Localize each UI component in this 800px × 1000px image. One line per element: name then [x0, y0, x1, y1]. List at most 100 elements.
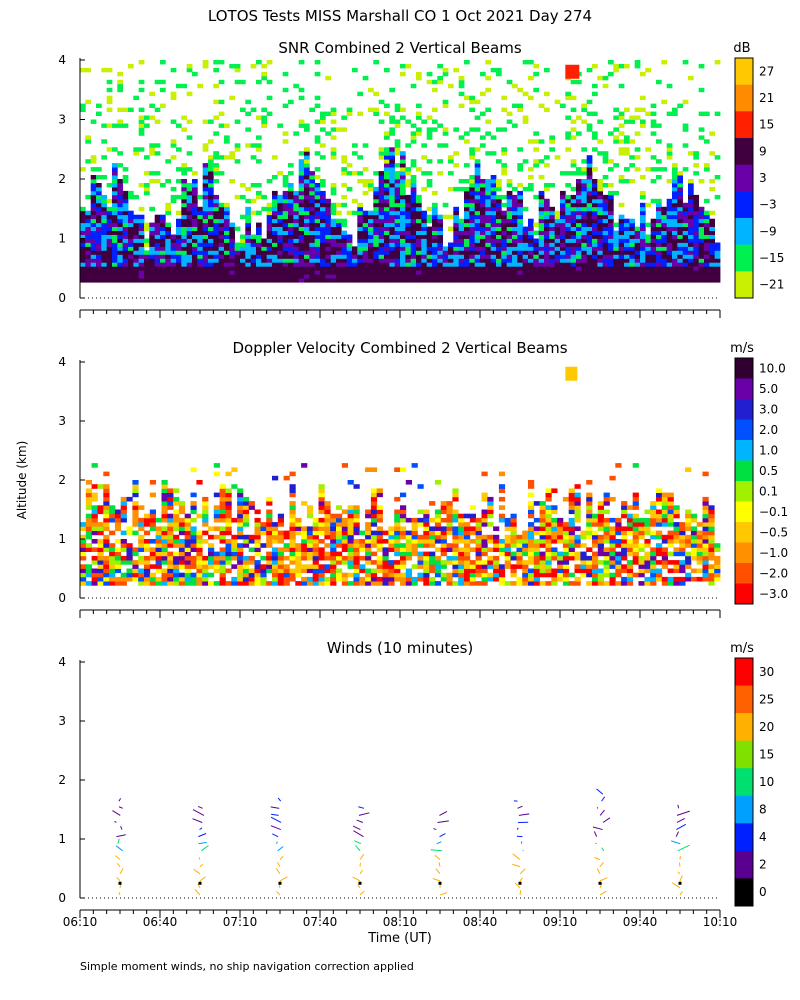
snr-cell [565, 234, 571, 239]
snr-cell [698, 246, 705, 251]
doppler-cell [510, 513, 517, 519]
snr-cell [277, 123, 283, 128]
snr-cell [554, 230, 561, 235]
snr-cell [186, 210, 193, 216]
snr-cell [496, 238, 502, 243]
doppler-cell [219, 564, 226, 569]
snr-cell [90, 190, 97, 196]
snr-cell [672, 218, 678, 224]
snr-cell [352, 250, 358, 255]
snr-cell [410, 175, 417, 180]
snr-cell [218, 60, 225, 65]
doppler-cell [213, 568, 220, 574]
snr-cell [474, 226, 481, 231]
doppler-cell [434, 534, 442, 540]
snr-cell [517, 107, 523, 112]
doppler-cell [184, 576, 191, 582]
snr-cell [522, 274, 529, 279]
snr-cell [698, 214, 705, 220]
doppler-cell [306, 551, 314, 557]
snr-cell [341, 266, 347, 271]
snr-cell [298, 194, 305, 200]
snr-cell [538, 230, 545, 235]
snr-cell [656, 266, 662, 271]
snr-cell [293, 266, 299, 271]
doppler-cell [289, 484, 296, 489]
snr-cell [362, 226, 369, 231]
doppler-cell [493, 560, 500, 565]
snr-cell [597, 250, 603, 255]
snr-cell [378, 194, 385, 200]
doppler-cell [650, 564, 657, 569]
snr-cell [474, 127, 481, 132]
doppler-cell [481, 547, 488, 552]
snr-cell [570, 163, 577, 168]
snr-cell [341, 262, 347, 267]
doppler-cell [475, 572, 482, 578]
snr-cell [154, 262, 161, 267]
snr-cell [506, 266, 513, 271]
doppler-cell [103, 471, 110, 477]
snr-cell [144, 186, 150, 192]
snr-cell [138, 206, 145, 212]
doppler-cell [301, 576, 308, 582]
snr-cell [458, 254, 465, 259]
snr-cell [325, 278, 331, 283]
doppler-cell [574, 496, 581, 502]
snr-cell [645, 278, 651, 283]
snr-cell [416, 234, 422, 239]
snr-cell [314, 198, 321, 204]
doppler-cell [359, 576, 366, 582]
doppler-cell [632, 522, 639, 527]
doppler-cell [306, 513, 314, 519]
snr-cell [101, 246, 107, 251]
doppler-cell [353, 517, 360, 523]
snr-cell [138, 79, 145, 85]
snr-cell [325, 111, 331, 116]
snr-cell [293, 198, 299, 204]
snr-cell [576, 250, 582, 255]
doppler-cell [394, 564, 401, 569]
doppler-cell [673, 568, 680, 574]
snr-cell [186, 262, 193, 267]
snr-cell [378, 198, 385, 204]
doppler-cell [446, 530, 453, 536]
snr-cell [410, 179, 417, 184]
snr-cell [330, 206, 337, 212]
snr-cell [234, 79, 241, 85]
snr-cell [288, 270, 294, 275]
snr-cell [698, 266, 705, 271]
snr-cell [186, 230, 193, 235]
doppler-cell [155, 555, 162, 561]
snr-cell [485, 242, 491, 247]
snr-cell [485, 210, 491, 216]
snr-cell [106, 270, 113, 275]
doppler-cell [353, 509, 360, 515]
doppler-cell [685, 509, 692, 515]
doppler-cell [493, 526, 500, 531]
snr-cell [416, 202, 422, 208]
snr-cell [538, 254, 545, 259]
snr-cell [517, 278, 523, 283]
doppler-cell [551, 551, 558, 557]
doppler-cell [324, 576, 331, 582]
doppler-cell [481, 513, 488, 519]
snr-cell [490, 226, 497, 231]
snr-cell [106, 230, 113, 235]
snr-cell [666, 258, 673, 263]
snr-cell [581, 103, 587, 108]
snr-cell [645, 250, 651, 255]
snr-cell [298, 190, 305, 196]
doppler-cell [394, 576, 401, 582]
snr-cell [250, 64, 257, 69]
snr-cell [85, 258, 91, 263]
doppler-cell [400, 505, 407, 510]
doppler-cell [667, 513, 674, 519]
snr-cell [640, 190, 646, 196]
snr-cell [389, 186, 395, 192]
snr-cell [698, 179, 705, 184]
snr-cell [528, 234, 534, 239]
snr-cell [490, 202, 497, 208]
snr-cell [117, 270, 123, 275]
snr-cell [384, 186, 390, 192]
